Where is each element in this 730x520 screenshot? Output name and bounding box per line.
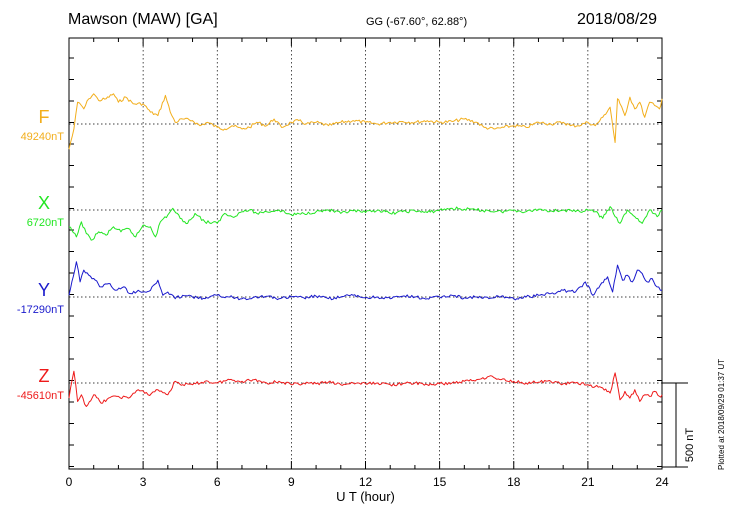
plot-credit: Plotted at 2018/09/29 01:37 UT — [717, 358, 726, 470]
series-name-f: F — [39, 107, 50, 127]
x-tick-label: 9 — [288, 475, 295, 489]
series-name-z: Z — [39, 366, 50, 386]
x-tick-label: 12 — [359, 475, 373, 489]
x-tick-label: 15 — [433, 475, 447, 489]
x-tick-label: 18 — [507, 475, 521, 489]
plot-date: 2018/08/29 — [577, 11, 658, 28]
station-title: Mawson (MAW) [GA] — [68, 11, 218, 28]
baseline-value-f: 49240nT — [21, 131, 65, 143]
baseline-value-x: 6720nT — [27, 217, 65, 229]
baseline-value-y: -17290nT — [17, 304, 64, 316]
baseline-value-z: -45610nT — [17, 390, 64, 402]
series-name-y: Y — [38, 280, 50, 300]
scale-bar-label: 500 nT — [684, 428, 696, 463]
series-line-z — [68, 370, 663, 407]
x-tick-label: 24 — [655, 475, 669, 489]
series-line-y — [68, 261, 662, 301]
x-tick-label: 3 — [140, 475, 147, 489]
series-line-f — [68, 93, 663, 150]
x-tick-label: 0 — [66, 475, 73, 489]
x-axis-label: U T (hour) — [336, 489, 395, 504]
series-name-x: X — [38, 193, 50, 213]
x-tick-label: 21 — [581, 475, 595, 489]
x-tick-label: 6 — [214, 475, 221, 489]
series-line-x — [68, 206, 663, 241]
station-coordinates: GG (-67.60°, 62.88°) — [366, 16, 468, 28]
